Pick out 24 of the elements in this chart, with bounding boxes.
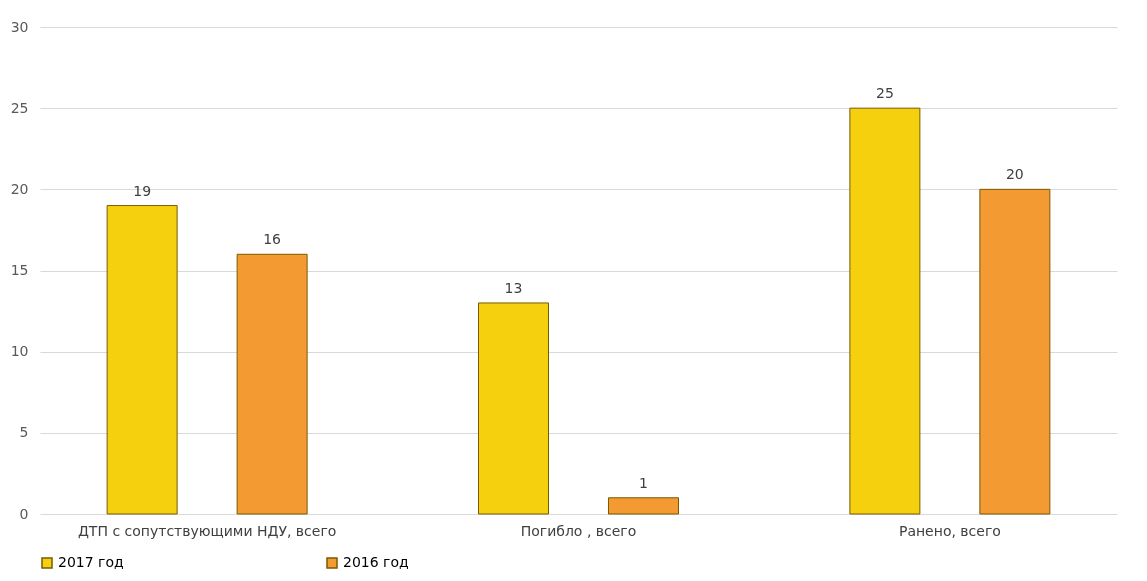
y-tick-label: 5: [19, 424, 29, 441]
bar: [849, 107, 921, 515]
x-tick-label: Ранено, всего: [898, 522, 1001, 539]
data-label: 13: [504, 279, 523, 296]
x-tick-label: ДТП с сопутствующими НДУ, всего: [77, 522, 337, 539]
bar: [478, 302, 550, 515]
y-tick-label: 30: [10, 18, 29, 35]
x-tick-label: Погибло , всего: [520, 522, 637, 539]
data-label: 25: [875, 85, 894, 102]
data-label: 19: [133, 182, 152, 199]
bar: [106, 205, 178, 515]
data-label: 16: [263, 231, 282, 248]
y-tick-label: 25: [10, 99, 29, 116]
data-label: 20: [1005, 166, 1024, 183]
legend-label: 2016 год: [343, 554, 409, 570]
bar: [607, 497, 679, 515]
y-tick-label: 0: [19, 505, 29, 522]
data-label: 1: [639, 474, 648, 491]
legend-label: 2017 год: [58, 554, 124, 570]
bar: [236, 253, 308, 515]
bar: [979, 188, 1051, 515]
y-tick-label: 15: [10, 262, 29, 278]
y-tick-label: 10: [10, 343, 29, 360]
y-tick-label: 20: [10, 180, 29, 197]
